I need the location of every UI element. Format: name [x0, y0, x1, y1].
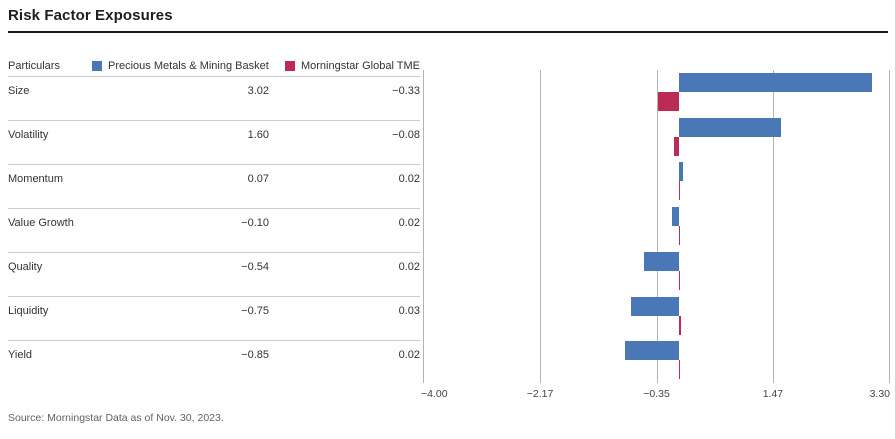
legend: Precious Metals & Mining Basket Morningst… [92, 60, 420, 72]
bar-tme-yield [678, 360, 681, 380]
row-label: Liquidity [8, 305, 49, 317]
x-axis-tick-label: −0.35 [643, 388, 670, 400]
bar-basket-size [678, 73, 873, 92]
bar-basket-value-growth [672, 207, 679, 227]
row-label: Volatility [8, 129, 49, 141]
basket-value: 1.60 [247, 129, 269, 141]
basket-value: 3.02 [247, 85, 269, 97]
tme-value: 0.03 [398, 305, 420, 317]
basket-value: −0.85 [241, 349, 269, 361]
tme-value: 0.02 [398, 261, 420, 273]
table-row: Size 3.02 −0.33 [8, 76, 420, 120]
legend-label: Precious Metals & Mining Basket [108, 60, 269, 72]
table-row: Volatility 1.60 −0.08 [8, 120, 420, 164]
legend-swatch-icon [284, 61, 295, 71]
bar-tme-momentum [678, 181, 681, 201]
bar-basket-momentum [678, 162, 684, 182]
bar-tme-value-growth [678, 226, 681, 246]
bar-basket-volatility [678, 117, 782, 137]
basket-value: −0.54 [241, 261, 269, 273]
factor-table: Size 3.02 −0.33 Volatility 1.60 −0.08 Momentum… [8, 76, 420, 384]
row-label: Yield [8, 349, 33, 361]
gridline [889, 70, 890, 383]
legend-item: Morningstar Global TME [284, 60, 420, 72]
table-header: Particulars Precious Metals & Mining Bas… [8, 57, 420, 75]
table-row: Liquidity −0.75 0.03 [8, 296, 420, 340]
basket-value: −0.10 [241, 217, 269, 229]
bar-basket-liquidity [630, 296, 679, 316]
gridline [540, 70, 542, 383]
tme-value: 0.02 [398, 173, 420, 185]
table-row: Momentum 0.07 0.02 [8, 164, 420, 208]
particulars-header: Particulars [8, 60, 60, 72]
page-title: Risk Factor Exposures [8, 7, 173, 24]
x-axis-tick-label: −4.00 [421, 388, 448, 400]
table-row: Quality −0.54 0.02 [8, 252, 420, 296]
bar-tme-volatility [673, 136, 679, 156]
bar-basket-yield [624, 341, 679, 361]
row-label: Quality [8, 261, 43, 273]
bar-tme-size [657, 92, 679, 111]
row-label: Size [8, 85, 30, 97]
bar-tme-liquidity [678, 315, 681, 335]
basket-value: 0.07 [247, 173, 269, 185]
tme-value: −0.08 [392, 129, 420, 141]
x-axis-tick-label: 1.47 [762, 388, 784, 400]
tme-value: −0.33 [392, 85, 420, 97]
table-row: Yield −0.85 0.02 [8, 340, 420, 384]
gridline [423, 70, 424, 383]
tme-value: 0.02 [398, 217, 420, 229]
bar-chart: −4.00 −2.17 −0.35 1.47 3.30 [421, 70, 890, 400]
title-divider [8, 31, 888, 33]
bar-tme-quality [678, 270, 681, 290]
legend-label: Morningstar Global TME [300, 60, 420, 72]
basket-value: −0.75 [241, 305, 269, 317]
row-label: Value Growth [8, 217, 74, 229]
gridline [772, 70, 774, 383]
gridline [656, 70, 658, 383]
table-row: Value Growth −0.10 0.02 [8, 208, 420, 252]
legend-item: Precious Metals & Mining Basket [92, 60, 269, 72]
legend-swatch-icon [92, 61, 102, 71]
tme-value: 0.02 [398, 349, 420, 361]
x-axis-tick-label: −2.17 [526, 388, 554, 400]
source-note: Source: Morningstar Data as of Nov. 30, … [8, 412, 224, 424]
x-axis-tick-label: 3.30 [869, 388, 890, 400]
row-label: Momentum [8, 173, 64, 185]
bar-basket-quality [644, 251, 679, 271]
